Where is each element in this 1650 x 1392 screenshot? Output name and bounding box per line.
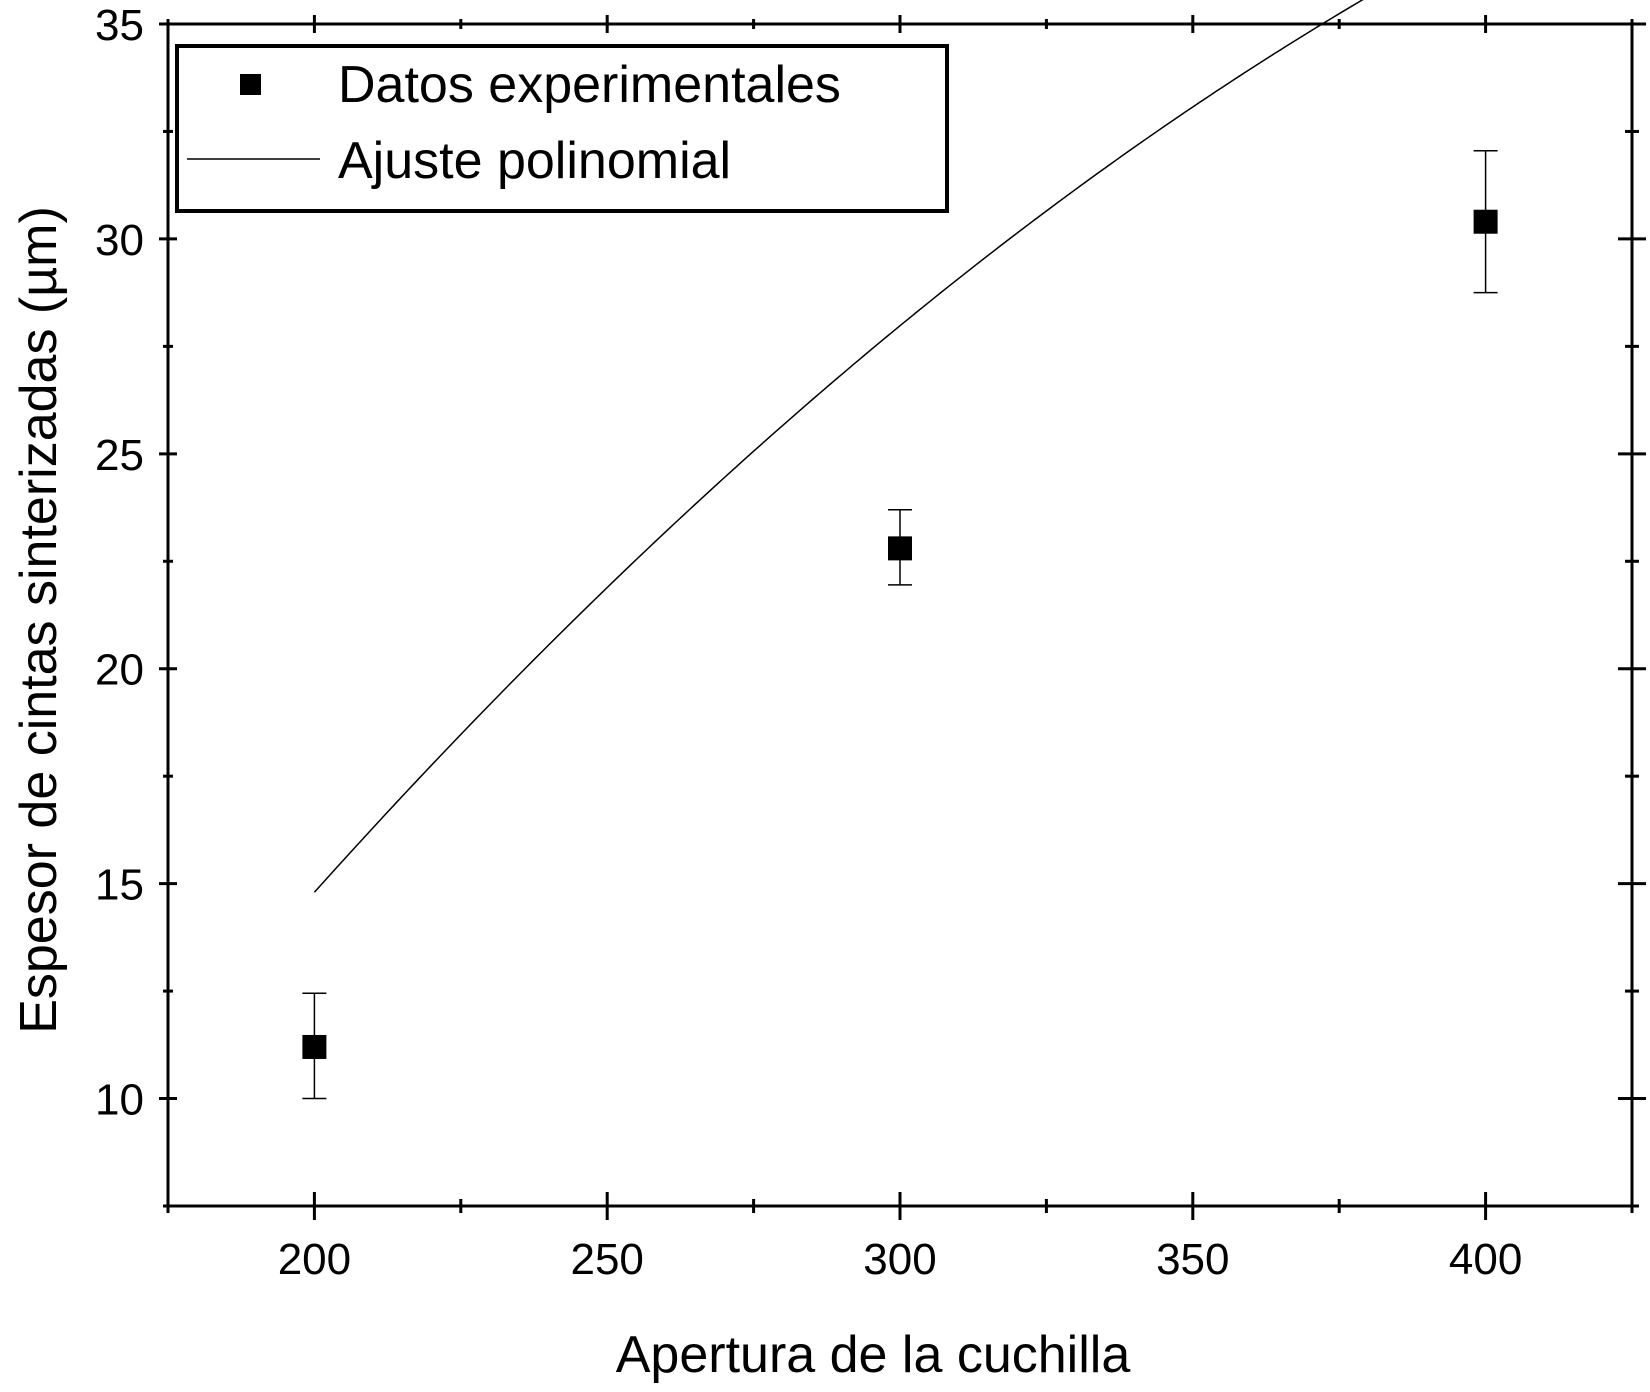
- plot-area: [302, 0, 1498, 1100]
- y-tick-label: 25: [95, 431, 144, 480]
- x-tick-label: 250: [570, 1235, 643, 1284]
- axes: 200 250 300 350 400 10 15 20 25 30 35: [95, 1, 1646, 1284]
- legend-label-datos: Datos experimentales: [338, 56, 841, 114]
- x-tick-label: 400: [1449, 1235, 1522, 1284]
- data-point-square: [1473, 209, 1498, 234]
- y-tick-label: 30: [95, 216, 144, 265]
- y-tick-label: 20: [95, 646, 144, 695]
- fit-curve-line: [313, 0, 1364, 893]
- x-axis-label: Apertura de la cuchilla: [616, 1326, 1131, 1384]
- y-tick-label: 35: [95, 1, 144, 50]
- legend: Datos experimentales Ajuste polinomial: [175, 44, 949, 213]
- x-tick-label: 300: [863, 1235, 936, 1284]
- y-tick-label: 15: [95, 861, 144, 910]
- y-axis-label: Espesor de cintas sinterizadas (µm): [10, 206, 68, 1034]
- legend-square-marker: [240, 74, 261, 95]
- legend-box: [175, 44, 949, 213]
- x-tick-label: 350: [1156, 1235, 1229, 1284]
- data-point-square: [888, 536, 912, 561]
- x-tick-label: 200: [278, 1235, 351, 1284]
- data-point-square: [302, 1034, 327, 1059]
- y-tick-label: 10: [95, 1076, 144, 1125]
- legend-label-ajuste: Ajuste polinomial: [338, 132, 731, 190]
